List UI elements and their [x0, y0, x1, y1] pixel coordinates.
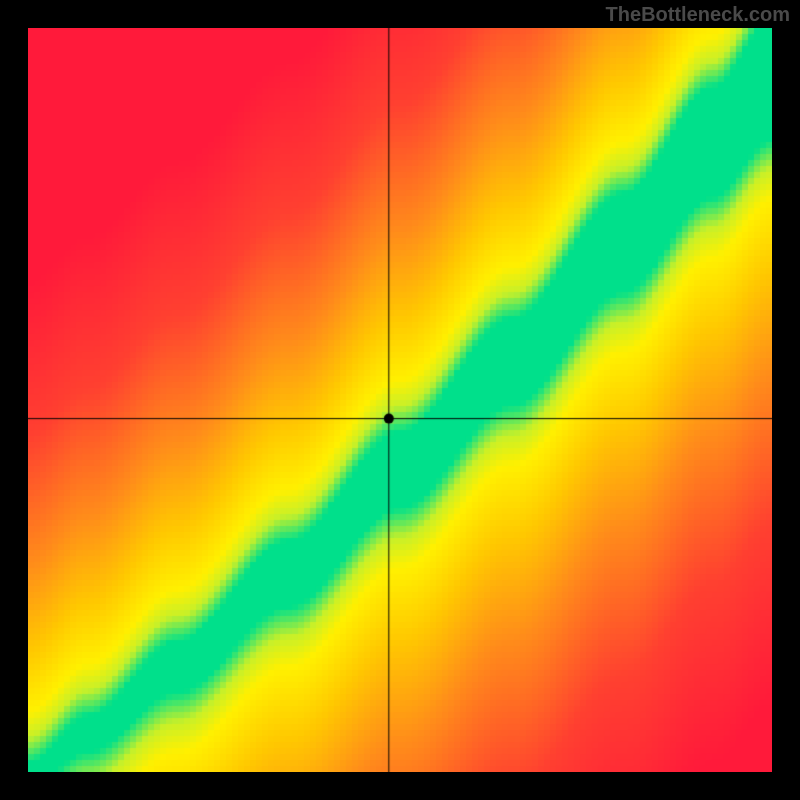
heatmap-canvas	[28, 28, 772, 772]
chart-container: TheBottleneck.com	[0, 0, 800, 800]
plot-area	[28, 28, 772, 772]
watermark-text: TheBottleneck.com	[606, 4, 790, 27]
